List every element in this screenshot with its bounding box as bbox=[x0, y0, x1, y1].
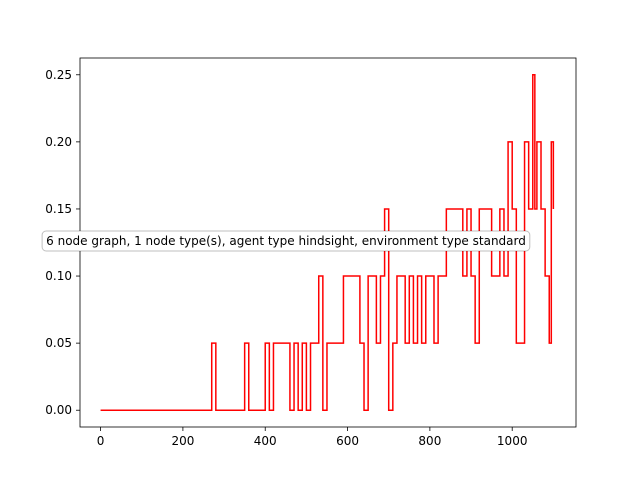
y-tick-label: 0.20 bbox=[45, 135, 72, 149]
series-line-0 bbox=[100, 74, 555, 411]
x-tick-label: 600 bbox=[336, 434, 359, 448]
x-tick-label: 1000 bbox=[497, 434, 528, 448]
annotation-background bbox=[41, 230, 531, 252]
x-tick-label: 0 bbox=[97, 434, 105, 448]
plot-area bbox=[100, 74, 555, 411]
annotation-text: 6 node graph, 1 node type(s), agent type… bbox=[46, 234, 526, 248]
y-tick-label: 0.10 bbox=[45, 269, 72, 283]
y-tick-label: 0.15 bbox=[45, 202, 72, 216]
x-tick-label: 800 bbox=[418, 434, 441, 448]
axes: 0 200 400 600 800 1000 0.00 0.05 0.10 0.15 0.20 0.2… bbox=[45, 57, 577, 448]
y-tick-label: 0.05 bbox=[45, 336, 72, 350]
annotation-box: 6 node graph, 1 node type(s), agent type… bbox=[41, 230, 531, 252]
y-tick-label: 0.00 bbox=[45, 403, 72, 417]
y-tick-label: 0.25 bbox=[45, 68, 72, 82]
x-tick-label: 400 bbox=[254, 434, 277, 448]
x-tick-label: 200 bbox=[171, 434, 194, 448]
